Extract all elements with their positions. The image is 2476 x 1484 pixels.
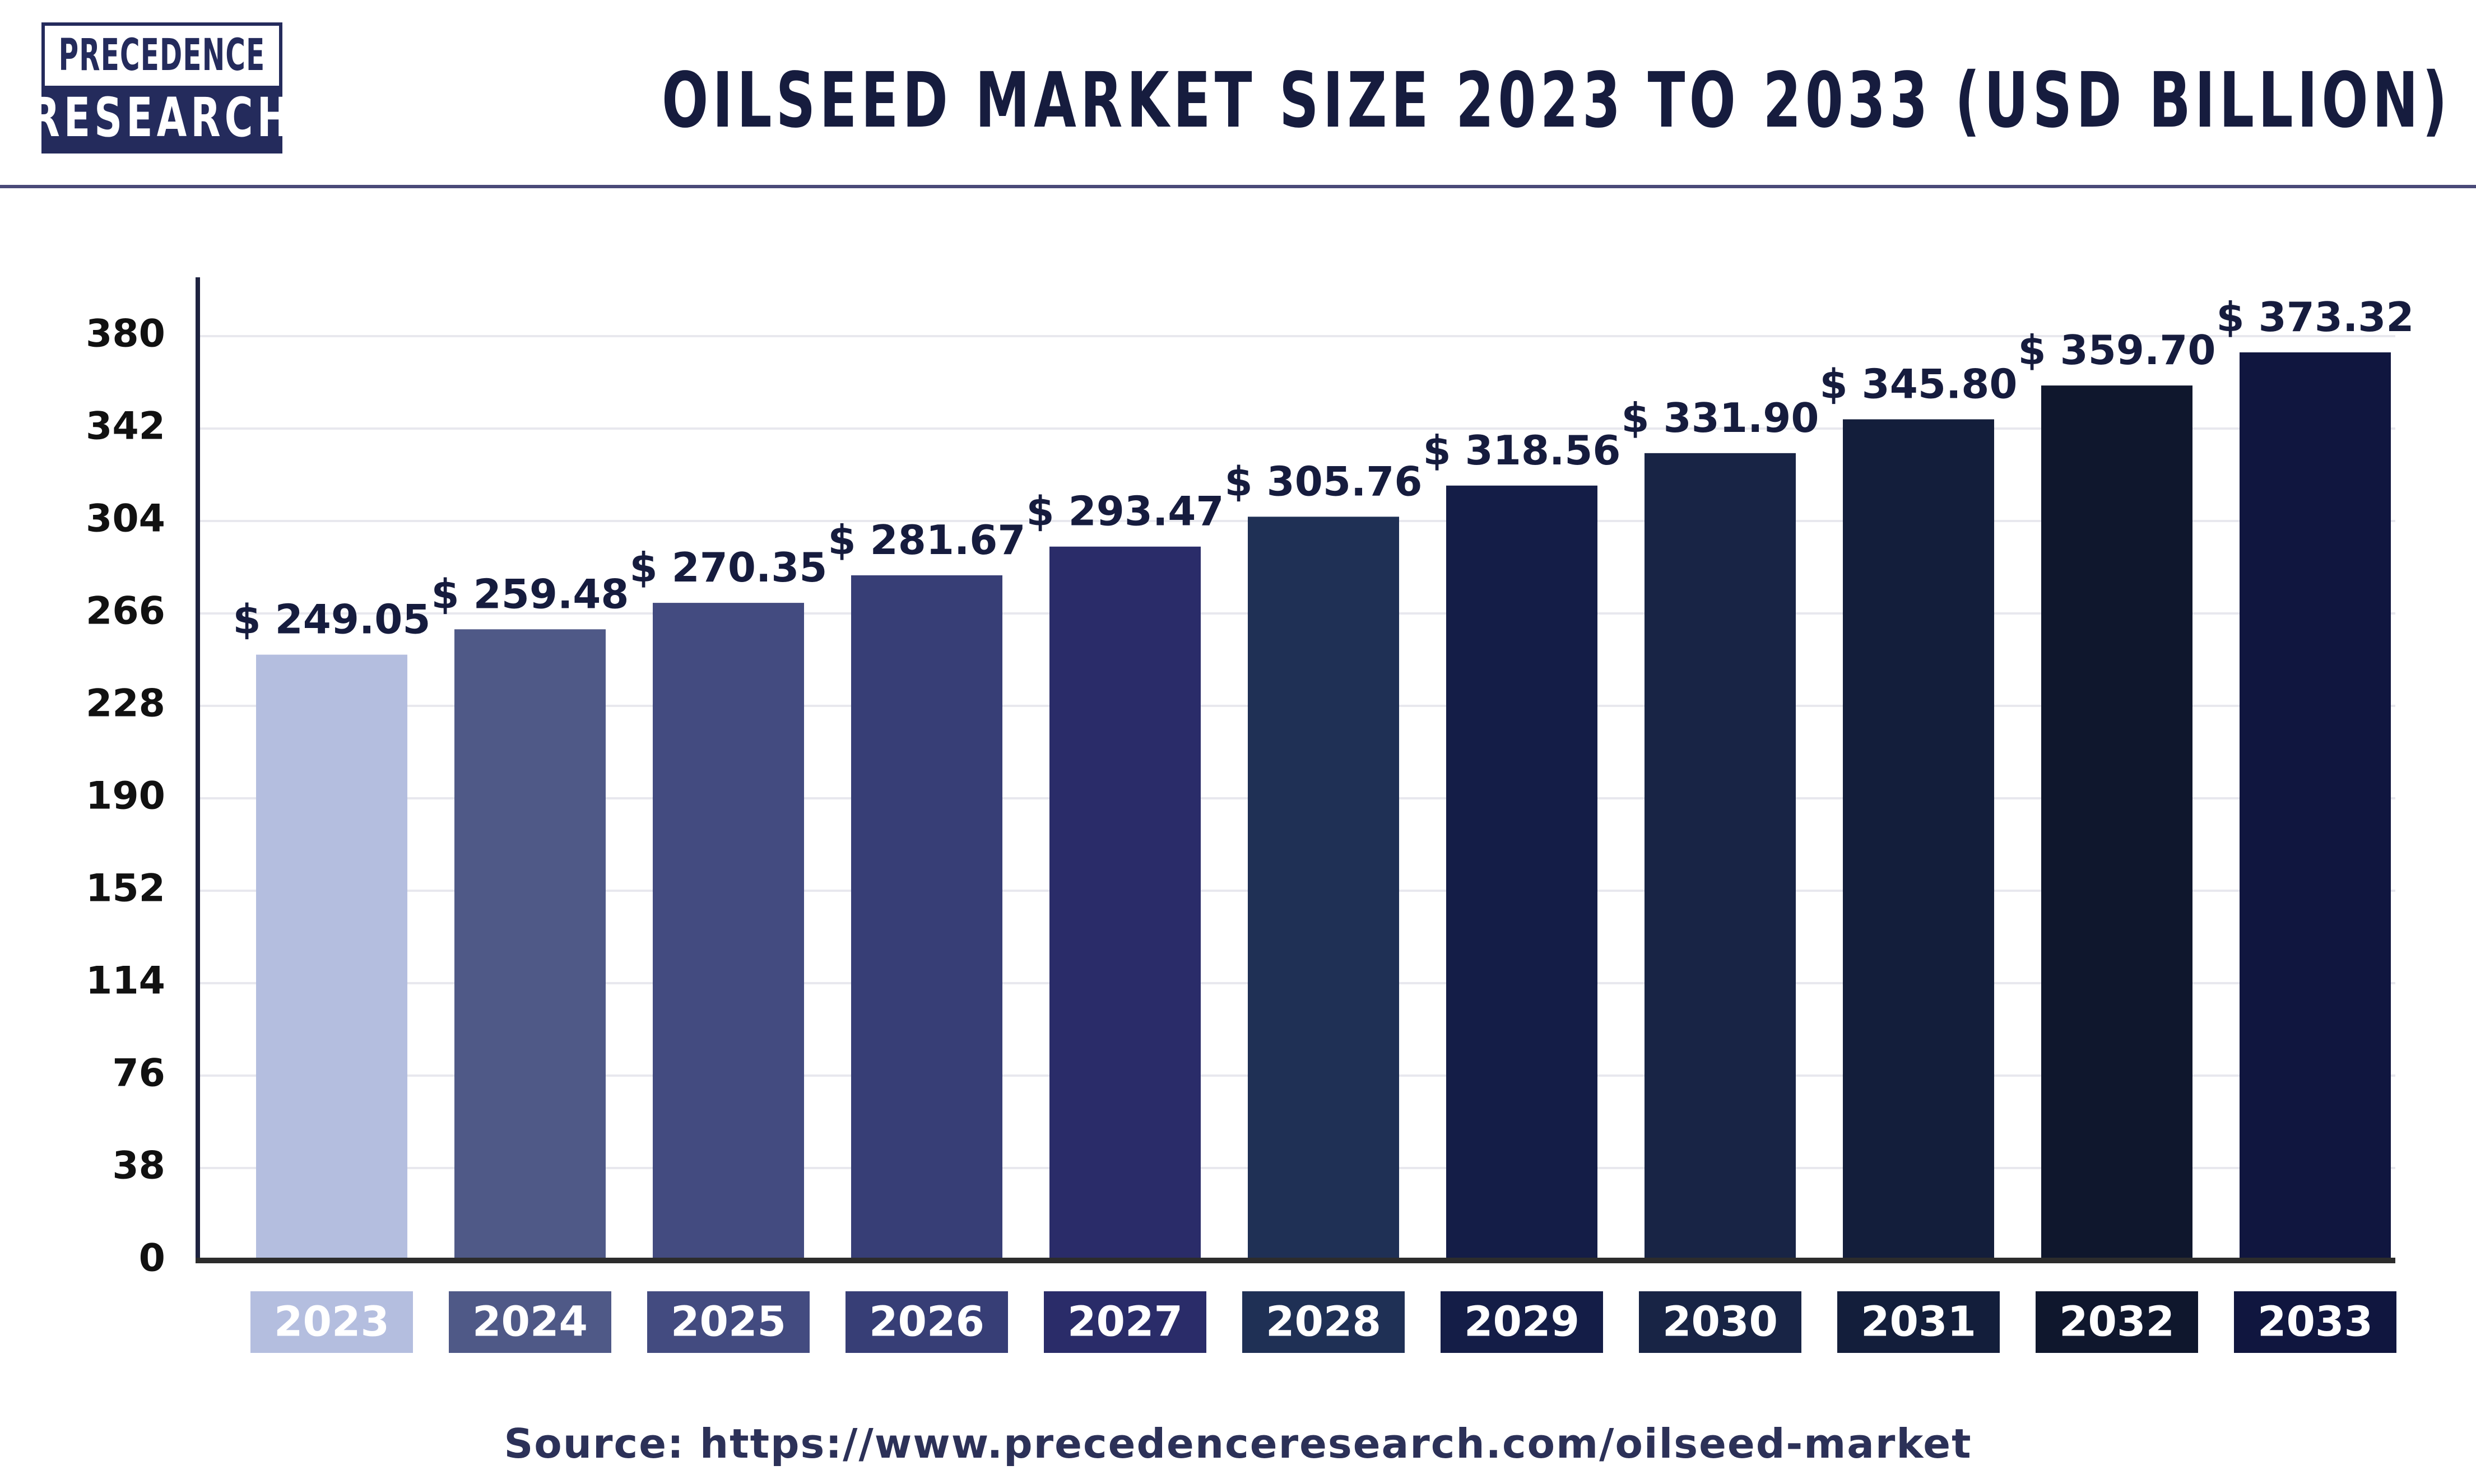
x-category-box-2028 <box>1242 1291 1405 1353</box>
bar-2026 <box>851 575 1002 1260</box>
x-category-box-2027 <box>1044 1291 1206 1353</box>
x-tick-label-2027: 2027 <box>1067 1298 1183 1346</box>
x-tick-label-2023: 2023 <box>274 1298 389 1346</box>
x-category-box-2031 <box>1837 1291 2000 1353</box>
chart-title: OILSEED MARKET SIZE 2023 TO 2033 (USD BI… <box>662 57 2451 145</box>
bar-2029 <box>1446 485 1597 1260</box>
value-label-2029: $ 318.56 <box>1423 427 1620 474</box>
x-tick-label-2028: 2028 <box>1266 1298 1381 1346</box>
x-axis-category-boxes: 2023 2024 2025 2026 2027 2028 2029 2030 2031 2032… <box>250 1291 2396 1353</box>
bar-2030 <box>1645 453 1796 1261</box>
x-tick-label-2030: 2030 <box>1662 1298 1778 1346</box>
y-tick-label: 0 <box>139 1236 165 1281</box>
header-divider <box>0 185 2476 188</box>
x-category-box-2030 <box>1639 1291 1801 1353</box>
value-label-2025: $ 270.35 <box>629 544 827 591</box>
precedence-research-logo: PRECEDENCE RESEARCH <box>30 22 290 153</box>
value-label-2027: $ 293.47 <box>1026 488 1224 535</box>
bar-2028 <box>1248 517 1399 1260</box>
x-tick-label-2025: 2025 <box>671 1298 786 1346</box>
y-tick-label: 190 <box>86 774 165 818</box>
x-category-box-2033 <box>2234 1291 2396 1353</box>
y-tick-label: 342 <box>86 404 165 449</box>
y-tick-label: 304 <box>86 497 165 541</box>
value-label-2024: $ 259.48 <box>431 570 629 617</box>
y-axis-tick-labels: 0 38 76 114 152 190 228 266 304 342 380 <box>86 312 165 1281</box>
x-category-box-2025 <box>647 1291 810 1353</box>
y-tick-label: 152 <box>86 867 165 911</box>
x-category-box-2023 <box>250 1291 413 1353</box>
x-tick-label-2033: 2033 <box>2257 1298 2373 1346</box>
logo-line-1: PRECEDENCE <box>58 30 266 81</box>
bar-2032 <box>2041 385 2192 1260</box>
value-label-2031: $ 345.80 <box>1819 361 2017 408</box>
y-tick-label: 266 <box>86 589 165 634</box>
value-label-2026: $ 281.67 <box>828 517 1025 564</box>
value-label-2028: $ 305.76 <box>1224 458 1422 505</box>
y-tick-label: 76 <box>112 1052 165 1096</box>
source-note: Source: https://www.precedenceresearch.c… <box>504 1420 1972 1467</box>
logo-line-2-band: RESEARCH <box>30 85 290 150</box>
x-category-box-2029 <box>1441 1291 1603 1353</box>
bar-2033 <box>2240 352 2391 1260</box>
y-tick-label: 38 <box>112 1144 165 1188</box>
x-category-box-2026 <box>846 1291 1008 1353</box>
x-tick-label-2029: 2029 <box>1464 1298 1580 1346</box>
chart-title-container: OILSEED MARKET SIZE 2023 TO 2033 (USD BI… <box>314 56 2454 146</box>
y-tick-label: 380 <box>86 312 165 356</box>
value-label-2033: $ 373.32 <box>2216 294 2414 341</box>
logo-line-2: RESEARCH <box>30 86 294 150</box>
y-tick-label: 228 <box>86 682 165 726</box>
value-label-2032: $ 359.70 <box>2018 327 2215 374</box>
bar-value-labels: $ 249.05$ 259.48$ 270.35$ 281.67$ 293.47… <box>233 294 2414 643</box>
x-category-box-2024 <box>449 1291 611 1353</box>
value-label-2030: $ 331.90 <box>1621 394 1819 441</box>
bar-2027 <box>1049 546 1201 1260</box>
bar-2023 <box>256 654 407 1260</box>
value-label-2023: $ 249.05 <box>233 596 430 643</box>
x-category-box-2032 <box>2036 1291 2198 1353</box>
x-tick-label-2032: 2032 <box>2059 1298 2175 1346</box>
x-tick-label-2031: 2031 <box>1861 1298 1976 1346</box>
bar-2025 <box>653 603 804 1260</box>
x-tick-label-2026: 2026 <box>869 1298 984 1346</box>
x-tick-label-2024: 2024 <box>472 1298 588 1346</box>
bar-2024 <box>454 629 606 1260</box>
bar-2031 <box>1843 419 1994 1260</box>
bars <box>256 352 2391 1261</box>
y-tick-label: 114 <box>86 959 165 1003</box>
